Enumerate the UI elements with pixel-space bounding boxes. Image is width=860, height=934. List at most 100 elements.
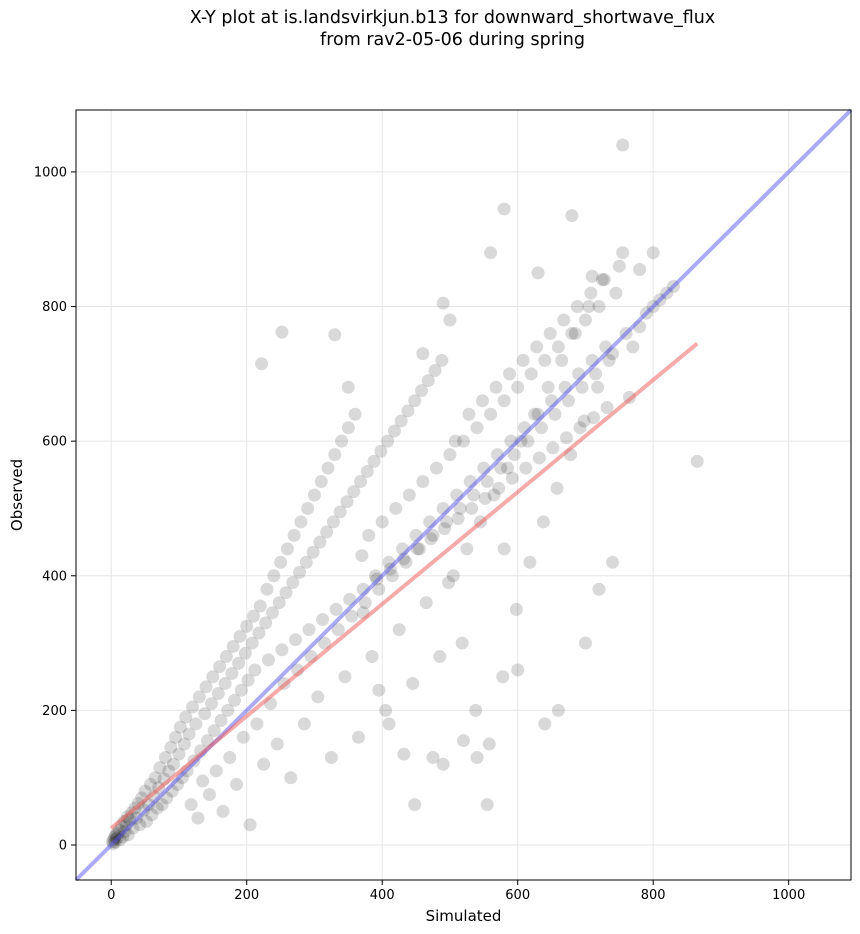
data-point (511, 380, 525, 394)
data-point (311, 690, 325, 704)
data-point (538, 717, 552, 731)
data-point (489, 380, 503, 394)
data-point (392, 623, 406, 637)
data-point (401, 404, 415, 418)
data-point (233, 629, 247, 643)
data-point (274, 555, 288, 569)
data-point (408, 394, 422, 408)
data-point (602, 353, 616, 367)
chart-title-line-2: from rav2-05-06 during spring (320, 30, 585, 50)
data-point (565, 209, 579, 223)
data-point (568, 326, 582, 340)
data-point (426, 751, 440, 764)
data-point (446, 569, 460, 583)
data-point (443, 313, 457, 327)
data-point (280, 542, 294, 556)
data-point (402, 488, 416, 502)
data-point (616, 138, 630, 152)
data-point (257, 757, 271, 771)
data-point (287, 528, 301, 542)
data-point (286, 576, 300, 589)
data-point (198, 707, 212, 721)
data-point (206, 670, 220, 684)
data-point (416, 347, 430, 361)
data-point (442, 576, 456, 589)
data-point (173, 720, 187, 734)
data-point (582, 300, 596, 314)
data-point (260, 582, 274, 596)
data-point (275, 325, 289, 339)
data-point (246, 609, 260, 623)
data-point (524, 367, 538, 381)
data-point (365, 650, 379, 664)
data-point (519, 461, 533, 475)
data-point (302, 623, 316, 637)
data-point (191, 811, 205, 825)
data-point (116, 830, 130, 844)
data-point (144, 777, 158, 791)
data-point (562, 394, 576, 408)
data-point (299, 555, 313, 569)
data-point (550, 481, 564, 495)
data-point (457, 434, 470, 448)
data-point (484, 407, 498, 421)
data-point (265, 606, 279, 620)
data-point (184, 798, 198, 812)
data-point (341, 380, 355, 394)
chart-title-line-1: X-Y plot at is.landsvirkjun.b13 for down… (189, 8, 716, 28)
data-point (318, 636, 332, 650)
data-point (412, 542, 426, 556)
data-point (324, 751, 338, 764)
data-point (164, 740, 178, 754)
data-point (245, 636, 259, 650)
data-point (462, 407, 476, 421)
data-point (507, 448, 521, 462)
data-point (341, 421, 355, 435)
data-point (326, 515, 340, 529)
data-point (267, 569, 281, 583)
data-point (238, 646, 252, 660)
y-tick-label: 200 (42, 704, 67, 719)
data-point (538, 353, 552, 367)
y-tick-label: 800 (42, 300, 67, 315)
data-point (457, 734, 470, 748)
data-point (541, 380, 555, 394)
data-point (139, 814, 153, 828)
data-point (546, 441, 560, 455)
data-point (399, 555, 413, 569)
data-point (436, 296, 450, 310)
data-point (232, 656, 246, 670)
data-point (209, 764, 223, 778)
data-point (189, 717, 203, 731)
data-point (351, 730, 365, 744)
data-point (313, 535, 327, 549)
data-point (505, 471, 519, 485)
data-point (496, 670, 510, 684)
reference-lines (74, 108, 853, 882)
data-point (219, 650, 233, 664)
data-point (633, 263, 647, 277)
data-point (186, 700, 200, 714)
grid (76, 110, 851, 880)
data-point (521, 434, 535, 448)
data-point (429, 461, 443, 475)
data-point (374, 444, 388, 458)
data-point (307, 488, 321, 502)
data-point (416, 475, 430, 489)
data-point (294, 515, 308, 529)
data-point (177, 737, 191, 751)
data-point (443, 448, 457, 462)
data-point (514, 434, 528, 448)
data-point (148, 771, 162, 785)
data-point (511, 663, 525, 677)
data-point (179, 710, 193, 724)
data-point (293, 565, 307, 579)
data-point (228, 693, 242, 707)
data-point (578, 313, 592, 327)
data-point (426, 528, 440, 542)
data-point (475, 394, 489, 408)
data-point (408, 798, 422, 812)
data-point (482, 737, 496, 751)
data-point (354, 475, 368, 489)
